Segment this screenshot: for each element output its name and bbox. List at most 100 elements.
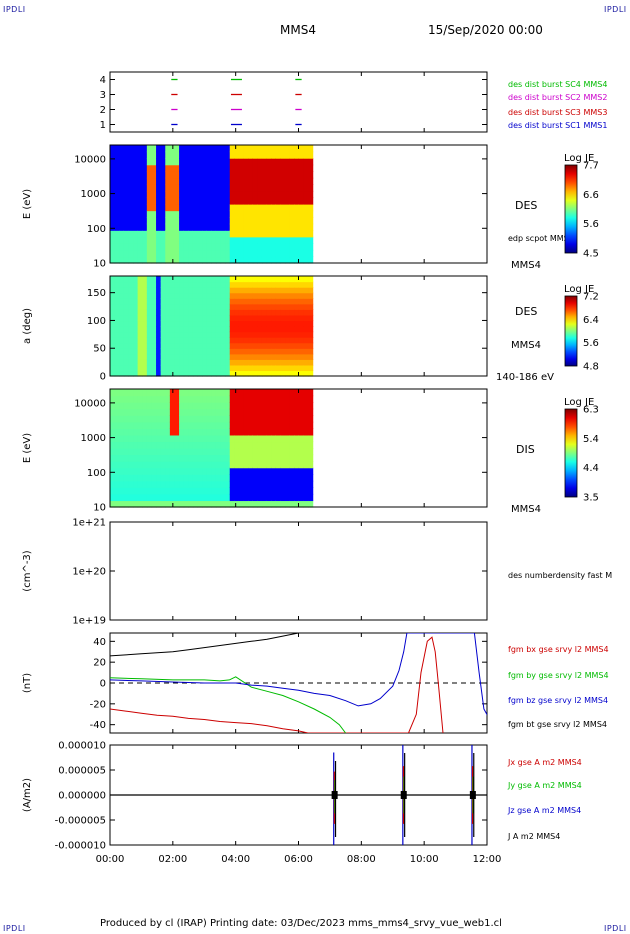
des-pitch-cell	[165, 287, 171, 294]
des-energy-cell	[119, 164, 125, 172]
des-pitch-cell	[206, 342, 212, 349]
des-energy-cell	[225, 190, 231, 199]
des-energy-cell	[197, 177, 203, 185]
des-pitch-cell	[298, 276, 305, 283]
des-pitch-cell	[248, 320, 254, 327]
des-energy-cell	[128, 177, 134, 185]
des-energy-cell	[243, 164, 249, 172]
des-pitch-cell	[206, 287, 212, 294]
des-energy-cell	[215, 190, 222, 199]
des-pitch-cell	[142, 292, 148, 299]
dis-energy-cell	[114, 448, 120, 456]
des-pitch-cell	[271, 298, 277, 305]
dis-energy-cell	[303, 461, 309, 469]
dis-energy-cell	[202, 467, 208, 475]
dis-energy-cell	[215, 389, 222, 397]
dis-energy-cell	[285, 480, 291, 488]
dis-energy-cell	[220, 500, 226, 508]
dis-energy-cell	[142, 395, 148, 403]
des-pitch-cell	[252, 364, 258, 372]
des-energy-cell	[211, 145, 217, 153]
des-energy-cell	[229, 249, 235, 258]
dis-energy-cell	[308, 395, 314, 403]
des-pitch-cell	[294, 348, 300, 355]
des-energy-cell	[298, 171, 305, 179]
des-energy-cell	[123, 184, 130, 192]
des-energy-cell	[192, 184, 199, 192]
des-energy-cell	[308, 197, 314, 205]
des-energy-cell	[234, 204, 240, 212]
des-pitch-cell	[280, 292, 286, 299]
des-pitch-cell	[133, 370, 139, 377]
des-pitch-cell	[252, 281, 258, 288]
dis-energy-cell	[197, 480, 203, 488]
dis-energy-cell	[234, 500, 240, 508]
des-energy-cell	[151, 145, 157, 153]
des-pitch-cell	[179, 348, 185, 355]
dis-energy-cell	[261, 461, 268, 469]
des-pitch-cell	[257, 276, 263, 283]
des-pitch-cell	[146, 276, 153, 283]
des-pitch-cell	[211, 287, 217, 294]
des-energy-cell	[119, 217, 125, 225]
dis-energy-cell	[248, 461, 254, 469]
des-energy-cell	[188, 210, 194, 218]
des-energy-cell	[294, 164, 300, 172]
dis-energy-cell	[257, 448, 263, 456]
des-energy-cell	[119, 171, 125, 179]
dis-energy-cell	[183, 474, 189, 482]
des-energy-cell	[229, 223, 235, 231]
des-pitch-cell	[271, 326, 277, 333]
des-pitch-cell	[202, 331, 208, 338]
des-energy-cell	[192, 223, 199, 231]
dis-energy-cell	[137, 389, 143, 397]
des-pitch-cell	[234, 359, 240, 366]
dis-energy-cell	[225, 408, 231, 416]
des-energy-cell	[257, 184, 263, 192]
des-energy-cell	[165, 236, 171, 244]
des-pitch-cell	[289, 370, 295, 377]
des-energy-cell	[271, 171, 277, 179]
des-energy-cell	[197, 158, 203, 166]
des-energy-cell	[215, 177, 222, 185]
des-energy-cell	[206, 190, 212, 199]
des-energy-cell	[202, 197, 208, 205]
des-pitch-cell	[308, 276, 314, 283]
des-energy-cell	[303, 249, 309, 258]
des-pitch-cell	[156, 364, 162, 372]
des-pitch-cell	[183, 298, 189, 305]
des-energy-cell	[128, 145, 134, 153]
des-pitch-cell	[271, 281, 277, 288]
des-energy-cell	[234, 197, 240, 205]
des-energy-cell	[294, 177, 300, 185]
des-pitch-cell	[294, 281, 300, 288]
des-energy-cell	[188, 177, 194, 185]
des-energy-cell	[298, 204, 305, 212]
des-energy-cell	[243, 256, 249, 264]
des-energy-cell	[188, 256, 194, 264]
fgm-ytick-label: 20	[93, 658, 106, 669]
des-energy-cell	[133, 151, 139, 159]
des-pitch-cell	[215, 292, 222, 299]
des-energy-cell	[206, 236, 212, 244]
density-frame	[109, 521, 488, 621]
des-energy-cell	[119, 249, 125, 258]
dis-energy-cell	[123, 402, 130, 410]
des-energy-cell	[285, 243, 291, 251]
dis-energy-cell	[261, 402, 268, 410]
des-pitch-cell	[252, 292, 258, 299]
des-energy-cell	[137, 204, 143, 212]
des-pitch-cell	[248, 342, 254, 349]
dis-energy-cell	[146, 454, 153, 462]
des-energy-cell	[257, 210, 263, 218]
des-pitch-cell	[261, 331, 268, 338]
dis-energy-ytick-label: 100	[87, 468, 106, 479]
des-energy-cell	[183, 230, 189, 238]
des-pitch-cell	[156, 292, 162, 299]
dis-energy-cell	[169, 428, 176, 436]
des-energy-cell	[165, 145, 171, 153]
dis-energy-cell	[133, 415, 139, 423]
dis-energy-cell	[183, 402, 189, 410]
des-energy-cell	[238, 256, 245, 264]
des-energy-cell	[215, 249, 222, 258]
